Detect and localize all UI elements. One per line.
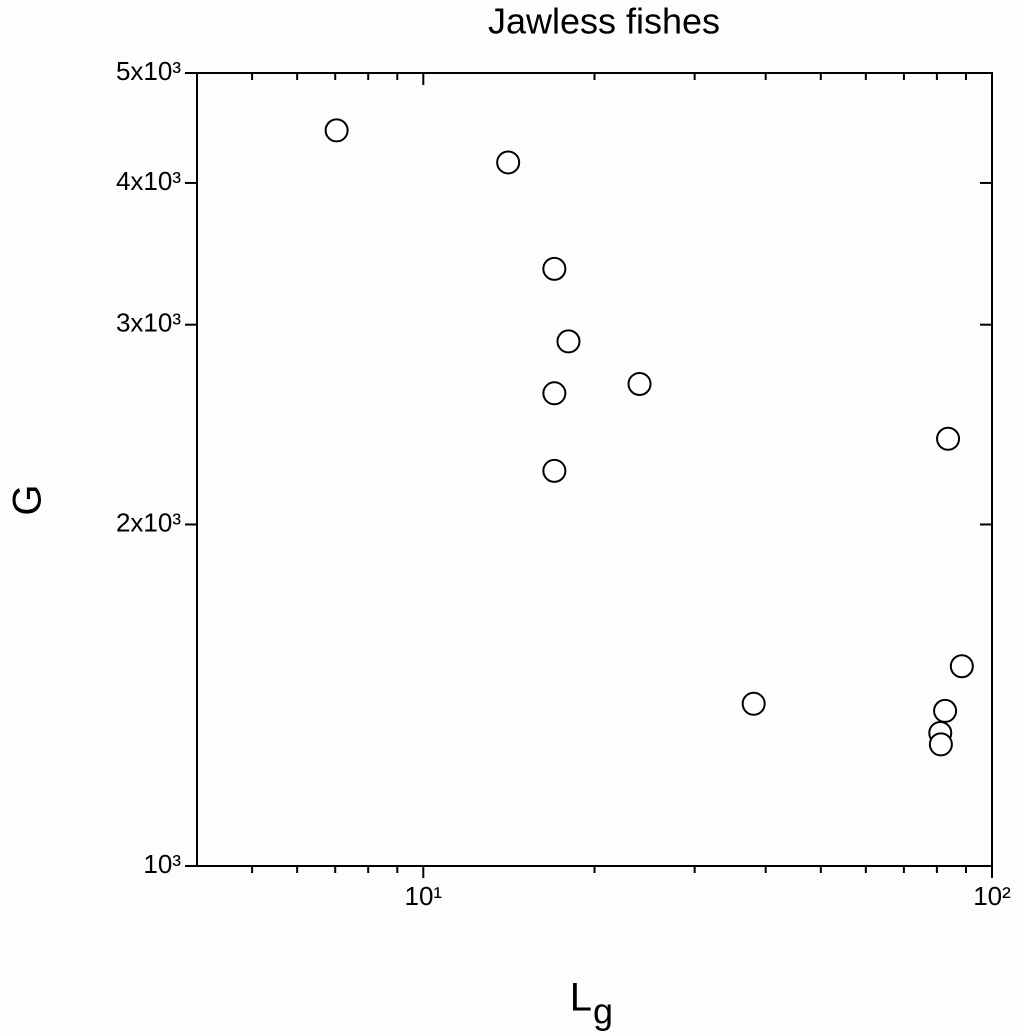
chart-title: Jawless fishes <box>488 1 720 42</box>
point <box>949 654 974 679</box>
y-axis-label: G <box>6 484 50 515</box>
x-tick-label: 10¹ <box>405 881 443 911</box>
x-axis-label-subscript: g <box>593 991 613 1032</box>
point <box>936 426 961 451</box>
y-tick-label: 10³ <box>143 849 181 879</box>
y-tick-label: 2x10³ <box>116 507 181 537</box>
point <box>741 691 766 716</box>
point <box>542 458 567 483</box>
point <box>324 118 349 143</box>
y-tick-label: 4x10³ <box>116 166 181 196</box>
point <box>928 732 953 757</box>
point <box>556 329 581 354</box>
point <box>542 381 567 406</box>
point <box>542 256 567 281</box>
point <box>933 698 958 723</box>
y-tick-label: 3x10³ <box>116 308 181 338</box>
point <box>496 150 521 175</box>
point <box>627 371 652 396</box>
x-axis-label: L <box>570 976 592 1020</box>
y-tick-label: 5x10³ <box>116 56 181 86</box>
x-tick-label: 10² <box>973 881 1011 911</box>
plot-frame <box>196 72 993 867</box>
